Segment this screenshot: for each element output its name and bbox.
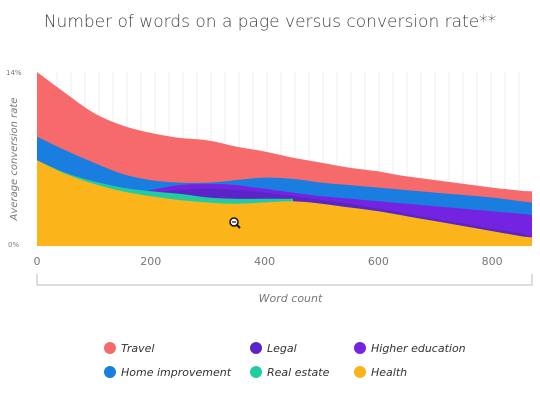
legend-swatch xyxy=(250,366,262,378)
legend-label: Home improvement xyxy=(121,366,232,379)
legend-swatch xyxy=(354,366,366,378)
legend-label: Legal xyxy=(267,342,297,355)
legend-swatch xyxy=(354,342,366,354)
x-tick-label: 800 xyxy=(482,255,503,268)
zoom-out-cursor-icon xyxy=(229,217,241,229)
y-axis-label: Average conversion rate xyxy=(9,98,20,222)
x-axis-label: Word count xyxy=(259,292,323,305)
legend-swatch xyxy=(250,342,262,354)
x-tick-label: 200 xyxy=(140,255,161,268)
legend-swatch xyxy=(104,342,116,354)
legend-item-real-estate: Real estate xyxy=(250,366,330,379)
legend-item-health: Health xyxy=(354,366,407,379)
legend: Travel Legal Higher education Home improvem… xyxy=(104,342,466,379)
legend-swatch xyxy=(104,366,116,378)
x-tick-label: 400 xyxy=(254,255,275,268)
legend-item-legal: Legal xyxy=(250,342,297,355)
chart-title: Number of words on a page versus convers… xyxy=(43,12,497,32)
area-series xyxy=(37,72,533,246)
legend-item-higher-education: Higher education xyxy=(354,342,466,355)
legend-item-home-improvement: Home improvement xyxy=(104,366,232,379)
legend-label: Health xyxy=(371,366,407,379)
legend-item-travel: Travel xyxy=(104,342,154,355)
legend-label: Real estate xyxy=(267,366,330,379)
x-tick-label: 600 xyxy=(368,255,389,268)
x-axis-bracket xyxy=(36,274,533,286)
y-tick-label: 0% xyxy=(8,241,19,249)
y-tick-label: 14% xyxy=(6,69,22,77)
axes: 0 200 400 600 800 0% 14% Average conversion rat… xyxy=(6,69,533,305)
legend-label: Higher education xyxy=(371,342,466,355)
area-health xyxy=(37,160,532,246)
x-tick-label: 0 xyxy=(34,255,41,268)
legend-label: Travel xyxy=(121,342,154,355)
